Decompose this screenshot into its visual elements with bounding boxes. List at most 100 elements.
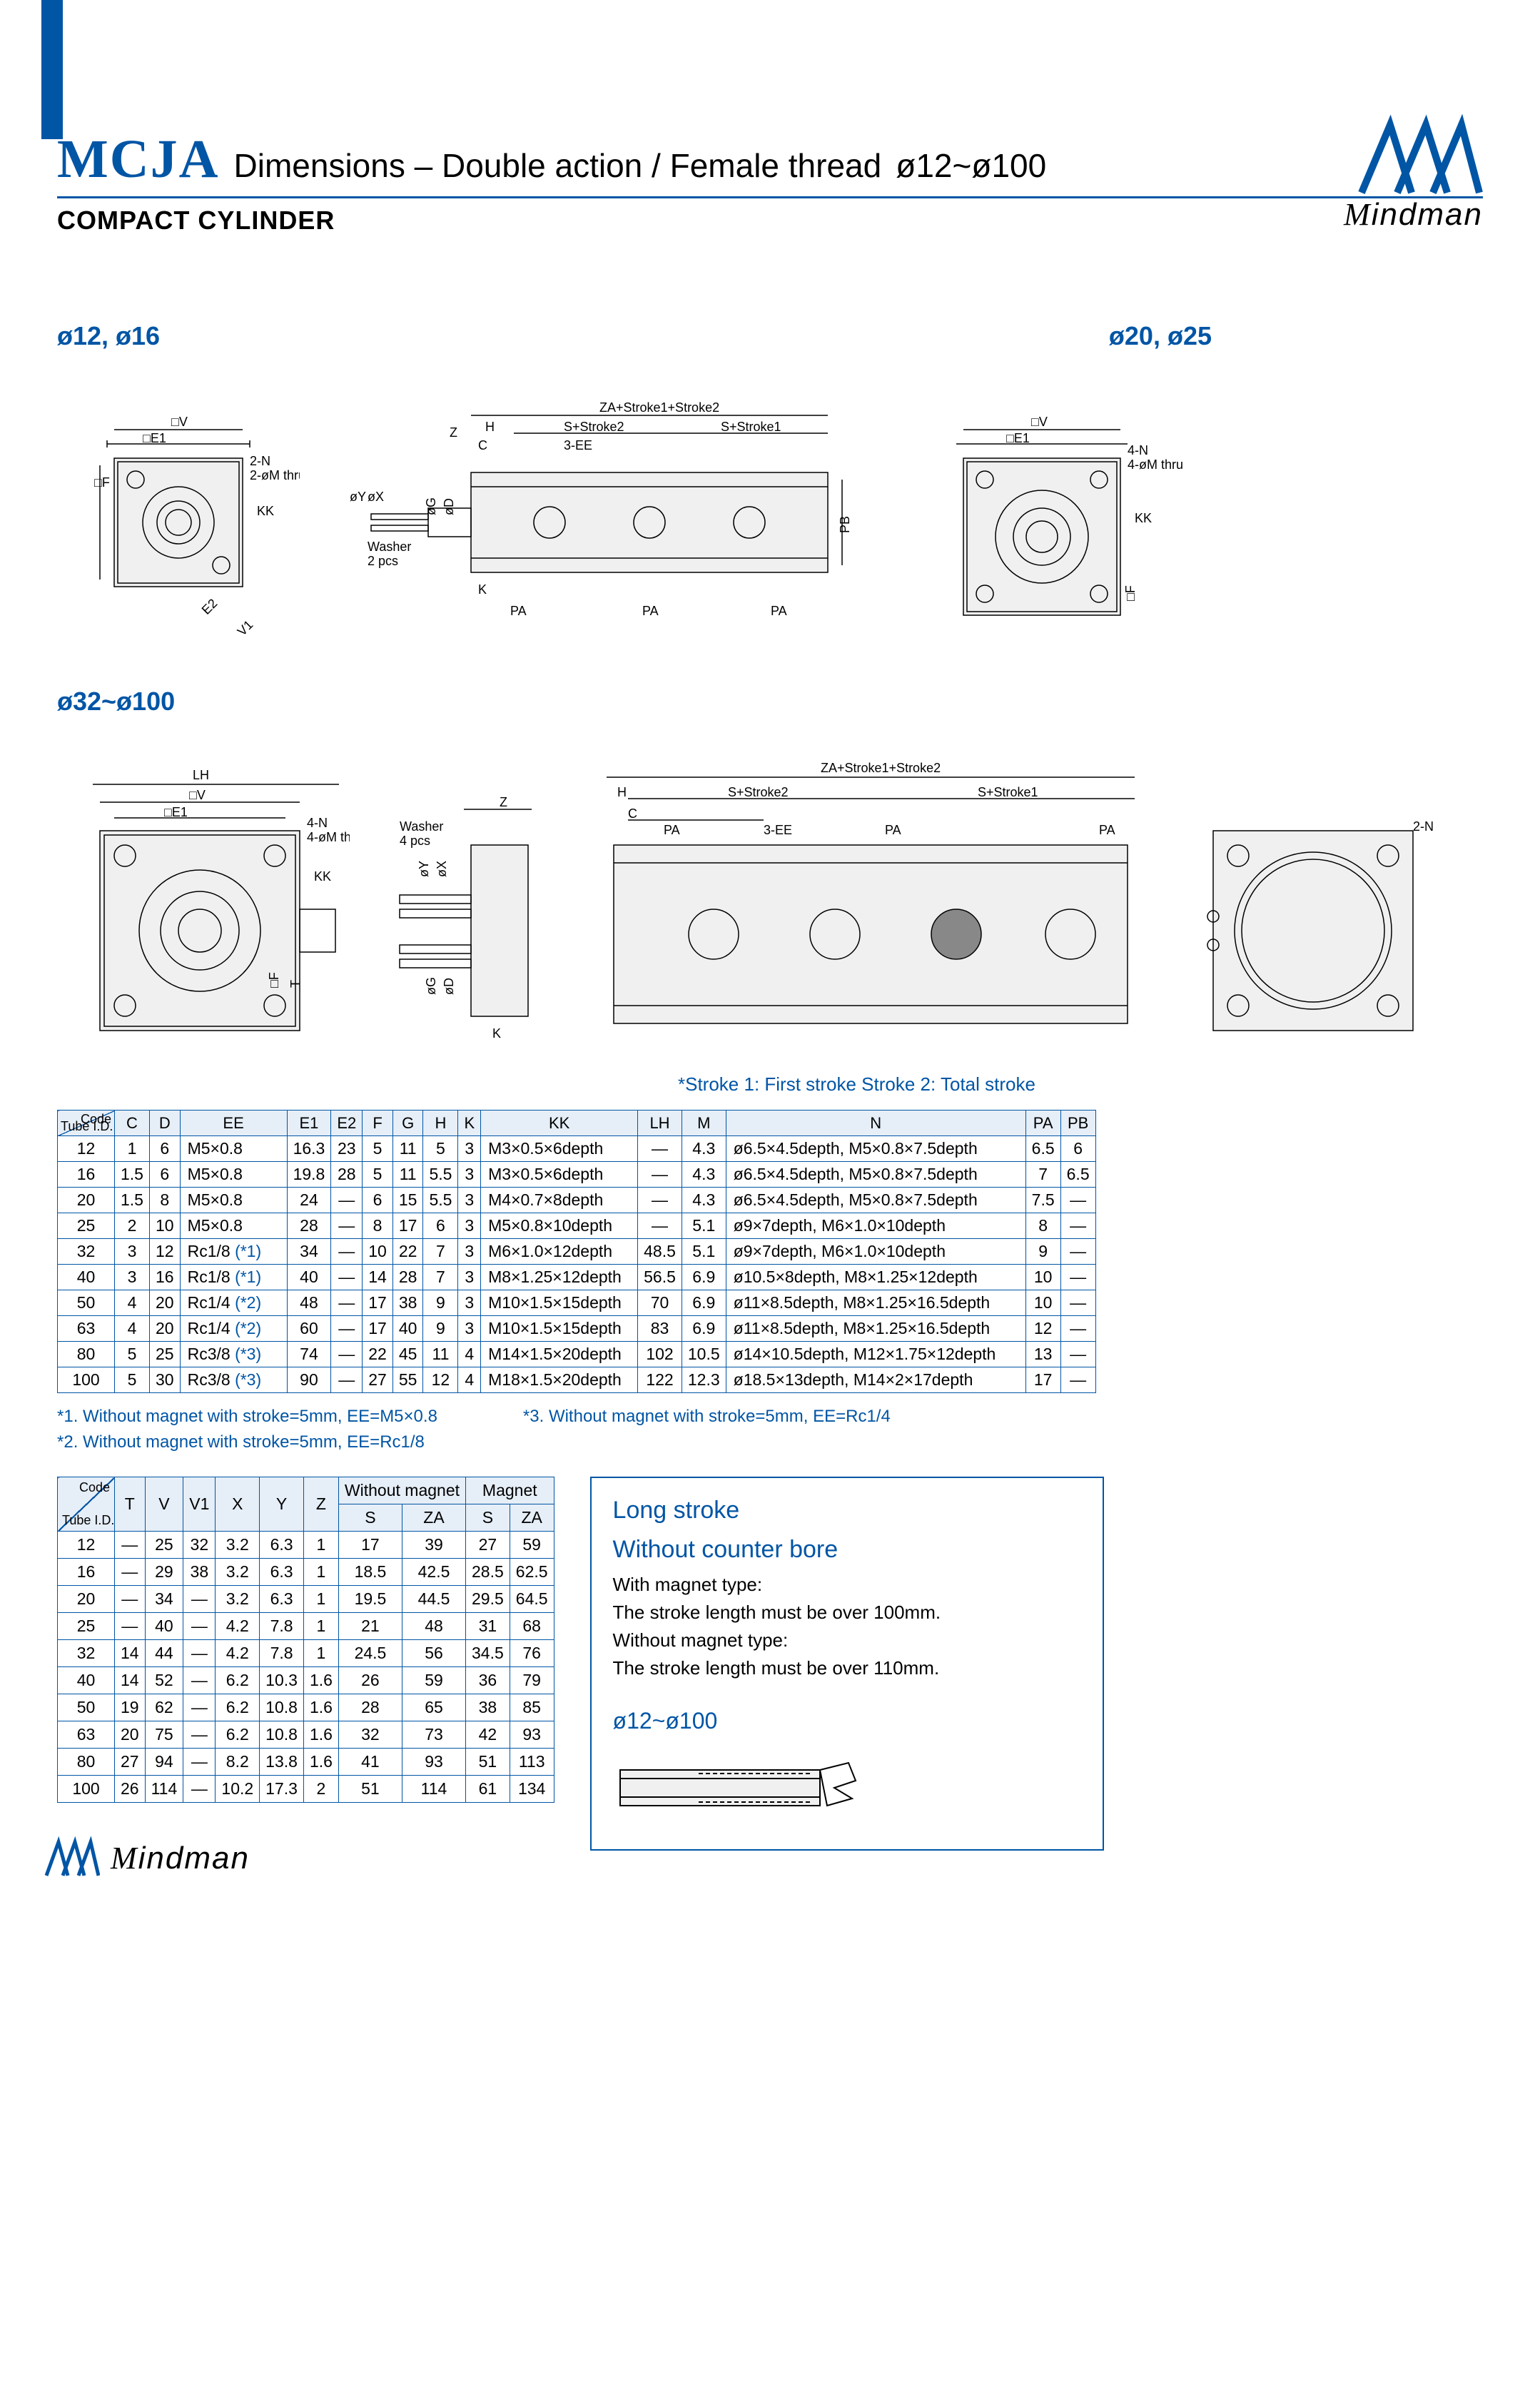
table-row: 63420Rc1/4 (*2)60—174093M10×1.5×15depth8… <box>58 1316 1096 1342</box>
diagram-front-large: LH □V □E1 4-N 4-øM thru KK □F T <box>57 738 350 1052</box>
footnotes: *1. Without magnet with stroke=5mm, EE=M… <box>57 1404 1483 1455</box>
table-row: 12—25323.26.3117392759 <box>58 1532 554 1559</box>
table-row: 1216M5×0.816.32351153M3×0.5×6depth—4.3ø6… <box>58 1136 1096 1162</box>
brand-logo-icon <box>1354 114 1483 200</box>
diagram-front-20-25: □V □E1 4-N 4-øM thru KK □F <box>913 373 1185 644</box>
svg-text:H: H <box>617 785 627 799</box>
svg-text:T: T <box>288 980 303 988</box>
svg-text:S+Stroke1: S+Stroke1 <box>721 420 781 434</box>
size-range: ø12~ø100 <box>896 146 1046 185</box>
diagram-side-large: ZA+Stroke1+Stroke2 H S+Stroke2 S+Stroke1… <box>585 738 1156 1052</box>
svg-text:PA: PA <box>664 823 680 837</box>
stroke-note: *Stroke 1: First stroke Stroke 2: Total … <box>678 1073 1483 1096</box>
svg-text:øX: øX <box>435 861 449 877</box>
table-row: 401452—6.210.31.626593679 <box>58 1667 554 1694</box>
svg-text:PA: PA <box>885 823 901 837</box>
svg-text:□E1: □E1 <box>143 431 166 445</box>
subtitle: COMPACT CYLINDER <box>57 206 1483 236</box>
svg-text:□V: □V <box>1031 415 1048 429</box>
svg-text:□E1: □E1 <box>164 805 188 819</box>
diagram-front-small: □V □E1 □F 2-N 2-øM thru KK E2 V1 <box>57 373 300 644</box>
svg-text:V1: V1 <box>235 617 256 639</box>
dimensions-table-1: CodeTube I.D. CDEE E1E2F GHK KKLHM NPAPB… <box>57 1110 1096 1393</box>
table-row: 632075—6.210.81.632734293 <box>58 1721 554 1749</box>
table-row: 40316Rc1/8 (*1)40—142873M8×1.25×12depth5… <box>58 1265 1096 1290</box>
svg-text:PA: PA <box>510 604 527 618</box>
svg-text:4 pcs: 4 pcs <box>400 834 430 848</box>
table-row: 20—34—3.26.3119.544.529.564.5 <box>58 1586 554 1613</box>
svg-text:PA: PA <box>642 604 659 618</box>
svg-text:PB: PB <box>838 516 852 533</box>
svg-text:4-N: 4-N <box>1128 443 1148 457</box>
table-row: 32312Rc1/8 (*1)34—102273M6×1.0×12depth48… <box>58 1239 1096 1265</box>
table-row: 50420Rc1/4 (*2)48—173893M10×1.5×15depth7… <box>58 1290 1096 1316</box>
section-label-1: ø12, ø16 <box>57 321 160 351</box>
table-row: 321444—4.27.8124.55634.576 <box>58 1640 554 1667</box>
svg-text:PA: PA <box>771 604 787 618</box>
svg-text:Z: Z <box>450 425 457 440</box>
svg-text:C: C <box>628 806 637 821</box>
svg-text:4-øM thru: 4-øM thru <box>307 830 350 844</box>
svg-text:2-N: 2-N <box>1413 819 1434 834</box>
svg-text:Z: Z <box>500 795 507 809</box>
diagrams-row-1: □V □E1 □F 2-N 2-øM thru KK E2 V1 ZA+Stro… <box>57 373 1483 644</box>
table-row: 80525Rc3/8 (*3)74—2245114M14×1.5×20depth… <box>58 1342 1096 1367</box>
table-row: 25210M5×0.828—81763M5×0.8×10depth—5.1ø9×… <box>58 1213 1096 1239</box>
svg-text:ZA+Stroke1+Stroke2: ZA+Stroke1+Stroke2 <box>599 400 719 415</box>
svg-text:LH: LH <box>193 768 209 782</box>
svg-text:ZA+Stroke1+Stroke2: ZA+Stroke1+Stroke2 <box>821 761 941 775</box>
svg-text:2 pcs: 2 pcs <box>368 554 398 568</box>
svg-text:□V: □V <box>171 415 188 429</box>
table-row: 802794—8.213.81.6419351113 <box>58 1749 554 1776</box>
svg-text:S+Stroke1: S+Stroke1 <box>978 785 1038 799</box>
diagram-side-small: ZA+Stroke1+Stroke2 H S+Stroke2 S+Stroke1… <box>328 373 885 644</box>
table-row: 161.56M5×0.819.8285115.53M3×0.5×6depth—4… <box>58 1162 1096 1188</box>
svg-text:□F: □F <box>267 972 281 988</box>
svg-text:S+Stroke2: S+Stroke2 <box>564 420 624 434</box>
svg-text:□E1: □E1 <box>1006 431 1030 445</box>
svg-text:C: C <box>478 438 487 452</box>
svg-text:KK: KK <box>257 504 274 518</box>
svg-text:3-EE: 3-EE <box>564 438 592 452</box>
svg-text:Washer: Washer <box>400 819 443 834</box>
table-row: 25—40—4.27.8121483168 <box>58 1613 554 1640</box>
diagram-washer-large: Washer 4 pcs Z øY øX øG øD K <box>378 738 557 1052</box>
svg-text:PA: PA <box>1099 823 1115 837</box>
svg-text:□V: □V <box>189 788 206 802</box>
table-row: 100530Rc3/8 (*3)90—2755124M18×1.5×20dept… <box>58 1367 1096 1393</box>
title-row: MCJA Dimensions – Double action / Female… <box>57 128 1483 198</box>
footer-logo-icon <box>43 1836 100 1879</box>
table-row: 201.58M5×0.824—6155.53M4×0.7×8depth—4.3ø… <box>58 1188 1096 1213</box>
svg-text:H: H <box>485 420 495 434</box>
svg-text:Washer: Washer <box>368 540 411 554</box>
footer-brand: Mindman <box>111 1840 250 1876</box>
header-accent-bar <box>41 0 63 139</box>
svg-text:KK: KK <box>1135 511 1152 525</box>
svg-text:E2: E2 <box>199 596 221 617</box>
page-title: Dimensions – Double action / Female thre… <box>234 146 882 185</box>
svg-text:2-N: 2-N <box>250 454 270 468</box>
svg-text:□F: □F <box>94 475 110 490</box>
svg-text:øX: øX <box>368 490 384 504</box>
svg-text:S+Stroke2: S+Stroke2 <box>728 785 789 799</box>
svg-text:øY: øY <box>350 490 366 504</box>
table-row: 501962—6.210.81.628653885 <box>58 1694 554 1721</box>
svg-text:4-øM thru: 4-øM thru <box>1128 457 1183 472</box>
dimensions-table-2: CodeTube I.D. TV V1X YZ Without magnetMa… <box>57 1477 554 1803</box>
svg-text:K: K <box>492 1026 501 1041</box>
brand-logo-block: Mindman <box>1344 114 1483 233</box>
table-corner: CodeTube I.D. <box>58 1111 115 1136</box>
svg-text:□F: □F <box>1123 585 1138 601</box>
long-stroke-diagram <box>613 1749 863 1827</box>
svg-text:K: K <box>478 582 487 597</box>
svg-text:øG: øG <box>424 977 438 995</box>
model-code: MCJA <box>57 128 220 191</box>
table-row: 16—29383.26.3118.542.528.562.5 <box>58 1559 554 1586</box>
svg-text:øD: øD <box>442 498 456 515</box>
footer-logo: Mindman <box>43 1836 250 1879</box>
svg-text:3-EE: 3-EE <box>764 823 792 837</box>
brand-name: Mindman <box>1344 196 1483 233</box>
section-label-2: ø20, ø25 <box>1109 321 1212 351</box>
svg-text:2-øM thru: 2-øM thru <box>250 468 300 482</box>
section-label-3: ø32~ø100 <box>57 687 1483 717</box>
